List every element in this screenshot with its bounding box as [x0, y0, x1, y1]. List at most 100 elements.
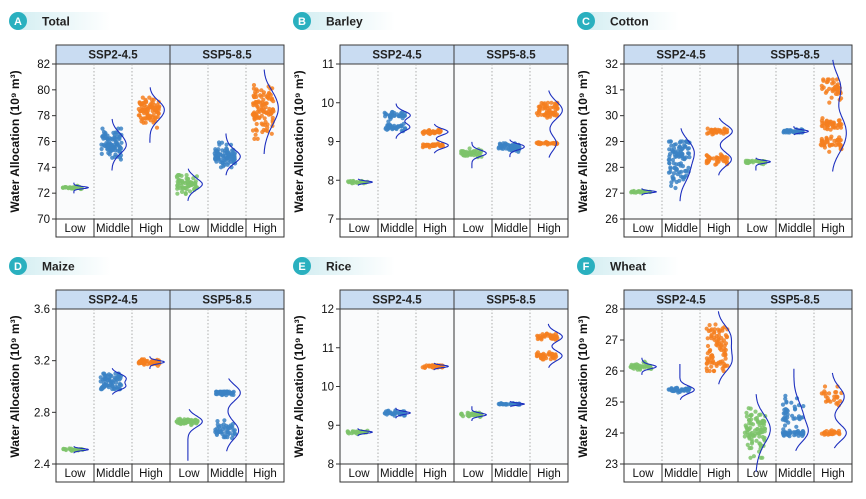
data-point — [346, 180, 351, 185]
data-point — [261, 90, 266, 95]
data-point — [666, 139, 672, 144]
data-point — [753, 409, 758, 414]
category-label: High — [537, 223, 561, 235]
panel-rice: E Rice Water Allocation (10⁹ m³) SSP2-4.5 Lo… — [292, 257, 569, 483]
data-point — [351, 180, 357, 185]
data-point — [467, 146, 472, 151]
density-curve — [641, 188, 657, 196]
data-point — [787, 428, 792, 433]
data-point — [783, 416, 788, 421]
data-point — [102, 373, 107, 378]
data-point — [461, 149, 466, 154]
data-point — [422, 129, 427, 134]
data-point — [149, 97, 154, 102]
y-tick-label: 72 — [37, 188, 50, 200]
data-point — [722, 343, 727, 348]
data-point — [542, 334, 547, 339]
data-point — [107, 383, 112, 388]
data-point — [753, 416, 758, 421]
category-label: High — [821, 223, 845, 235]
data-point — [710, 353, 715, 358]
category-label: Middle — [494, 468, 528, 480]
data-point — [176, 182, 181, 187]
data-point — [747, 436, 752, 441]
data-point — [180, 180, 185, 185]
data-point — [226, 432, 231, 437]
data-point — [797, 417, 802, 422]
data-point — [221, 435, 226, 440]
category-label: Low — [348, 468, 370, 480]
data-point — [142, 116, 147, 121]
data-point — [828, 136, 833, 141]
data-point — [389, 113, 394, 118]
category-label: Low — [632, 468, 654, 480]
data-point — [350, 429, 355, 434]
density-curve — [509, 400, 525, 408]
facet-plot-area — [339, 308, 455, 465]
data-point — [722, 126, 727, 131]
data-point — [503, 402, 508, 407]
data-point — [712, 335, 717, 340]
data-point — [549, 141, 554, 146]
y-tick-label: 76 — [37, 137, 50, 149]
data-point — [257, 115, 262, 120]
data-point — [672, 152, 677, 157]
data-point — [683, 139, 689, 144]
data-point — [745, 428, 750, 433]
data-point — [225, 155, 230, 160]
y-tick-label: 27 — [605, 188, 618, 200]
data-point — [830, 81, 835, 86]
density-curve — [755, 157, 771, 171]
data-point — [187, 189, 193, 194]
data-point — [675, 386, 680, 391]
data-point — [108, 373, 113, 378]
category-label: Low — [64, 468, 86, 480]
data-point — [675, 149, 680, 154]
data-point — [745, 442, 750, 447]
panel-letter: C — [582, 16, 590, 28]
data-point — [838, 123, 843, 128]
data-point — [226, 426, 231, 431]
data-point — [747, 446, 752, 451]
facet-label: SSP5-8.5 — [770, 50, 820, 62]
data-point — [195, 418, 200, 423]
panel-letter-badge — [293, 12, 311, 30]
data-point — [679, 153, 685, 158]
data-point — [792, 433, 797, 438]
data-point — [832, 430, 837, 435]
data-point — [745, 160, 750, 165]
y-tick-label: 9 — [328, 137, 334, 149]
data-point — [214, 389, 219, 394]
data-point — [114, 380, 119, 385]
data-point — [667, 154, 672, 159]
data-point — [184, 173, 189, 178]
data-point — [219, 140, 225, 145]
data-point — [189, 180, 194, 185]
category-label: Middle — [494, 223, 528, 235]
density-curve — [395, 103, 411, 139]
data-point — [549, 100, 554, 105]
data-point — [677, 389, 683, 394]
data-point — [832, 394, 837, 399]
category-label: Low — [64, 223, 86, 235]
category-label: High — [253, 468, 277, 480]
data-point — [140, 101, 145, 106]
density-curve — [226, 378, 241, 452]
data-point — [686, 151, 692, 156]
data-point — [250, 128, 256, 133]
data-point — [175, 175, 180, 180]
data-point — [539, 337, 544, 342]
data-point — [667, 387, 672, 392]
panel-title-banner — [300, 257, 395, 275]
data-point — [716, 336, 721, 341]
data-point — [713, 162, 718, 167]
data-point — [548, 352, 553, 357]
data-point — [232, 428, 237, 433]
data-point — [707, 323, 712, 328]
data-point — [755, 426, 760, 432]
data-point — [251, 83, 257, 88]
data-point — [832, 138, 837, 143]
data-point — [258, 93, 263, 98]
data-point — [757, 423, 762, 428]
data-point — [146, 115, 152, 120]
